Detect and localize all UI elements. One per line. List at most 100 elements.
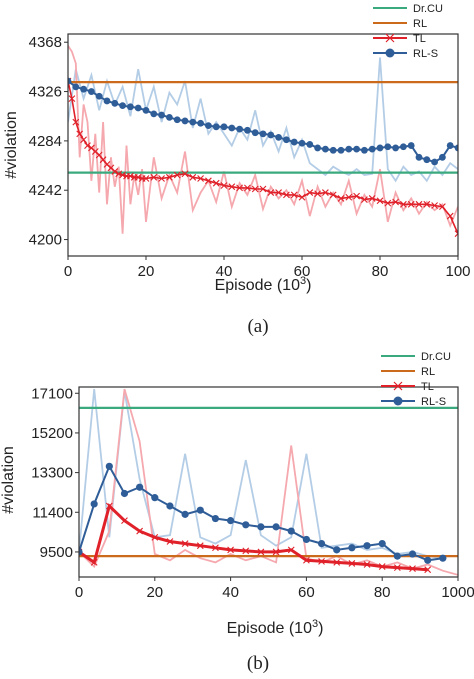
chart-b-tl-point: [287, 546, 295, 554]
chart-b-frame: [78, 386, 459, 578]
chart-b-tl-point: [121, 517, 128, 525]
chart-a-rls-point: [290, 138, 298, 146]
chart-a-tl-point: [236, 184, 243, 192]
chart-a-rls-point: [220, 123, 228, 131]
chart-b-rls-point: [136, 483, 144, 491]
chart-b-rls-point: [424, 556, 432, 564]
chart-a-rls-point: [329, 146, 337, 154]
chart-a-rls-point: [119, 102, 126, 110]
chart-a-rls-point: [384, 143, 392, 151]
chart-b-xtick-label: 1000: [441, 584, 474, 601]
chart-a-rls-point: [244, 126, 251, 134]
chart-a-rls-point: [181, 117, 189, 125]
chart-b-rls-point: [242, 521, 250, 529]
chart-a-rls-point: [259, 130, 267, 138]
chart-a-rls-point: [80, 85, 87, 93]
chart-a-tl-point: [134, 173, 142, 181]
chart-a-tl-point: [197, 175, 204, 182]
chart-a-rls-point: [415, 153, 423, 161]
chart-a-tl-point: [119, 171, 126, 179]
chart-a-rls-point: [189, 118, 197, 126]
chart-b-rls-point: [302, 535, 310, 544]
chart-b-legend: Dr.CU RL TL RL-S: [381, 351, 451, 408]
chart-a-tl-point: [68, 95, 76, 102]
chart-a-rls-point: [423, 156, 431, 164]
chart-a-ylabel: #violation: [3, 111, 20, 179]
chart-a-tl-point: [220, 182, 228, 189]
chart-a-rls-point: [72, 83, 80, 91]
chart-a-tl-point: [298, 193, 306, 201]
chart-a-tl-point: [99, 156, 107, 164]
chart-b-tl-point: [257, 548, 265, 556]
chart-a-rls-point: [400, 143, 407, 151]
chart-b-rls-point: [439, 554, 447, 562]
chart-a-tl-point: [431, 202, 438, 209]
chart-a-ytick-label: 4284: [29, 133, 62, 150]
chart-b-legend-label: Dr.CU: [421, 351, 451, 363]
chart-b-xtick-label: 40: [222, 584, 239, 601]
chart-b-tl-point: [227, 546, 234, 554]
chart-a-rls-point: [173, 116, 181, 124]
chart-b-rls-point: [79, 548, 83, 556]
chart-a-tl-point: [251, 185, 259, 193]
chart-a-tl-point: [306, 189, 314, 196]
chart-b-tl-point: [181, 540, 189, 547]
chart-b-series-rls-raw: [79, 389, 443, 560]
chart-a: 0 20 40 60 80 100 4200 4242 4284 4326 4368 #violat…: [3, 3, 471, 337]
chart-b-tl-point: [348, 560, 356, 567]
chart-a-tl-point: [314, 190, 321, 198]
chart-b-tl-point: [196, 542, 204, 550]
chart-b-legend-marker: [393, 381, 403, 391]
chart-b-ytick-label: 9500: [40, 544, 73, 561]
chart-b-rls-point: [151, 494, 159, 502]
chart-a-tl-point: [283, 191, 290, 199]
chart-a-ytick-label: 4368: [29, 34, 62, 51]
chart-a-rls-point: [345, 145, 353, 153]
chart-a-tl-point: [212, 179, 220, 187]
chart-b-tl-point: [424, 566, 432, 574]
chart-b-rls-point: [211, 514, 220, 523]
chart-b-rls-point: [120, 489, 129, 498]
chart-a-caption: (a): [247, 316, 268, 337]
chart-a-tl-point: [439, 203, 446, 211]
chart-a-tl-point: [337, 195, 345, 202]
chart-b-tl-point: [166, 538, 174, 545]
chart-b-rls-point: [257, 523, 265, 531]
chart-b-ytick-label: 15200: [31, 425, 73, 442]
chart-a-ytick-label: 4326: [29, 84, 62, 101]
chart-a-tl-point: [228, 183, 236, 191]
chart-a-tl-point: [72, 118, 80, 126]
chart-b-caption: (b): [247, 653, 269, 674]
chart-a-rls-point: [205, 122, 212, 130]
chart-b-rls-point: [333, 546, 341, 554]
chart-a-legend: Dr.CU RL TL RL-S: [373, 3, 443, 60]
chart-b-rls-point: [166, 502, 174, 510]
chart-a-tl-point: [115, 170, 123, 178]
chart-b-tl-point: [212, 544, 219, 552]
chart-a-rls-point: [275, 133, 282, 141]
chart-b-legend-marker: [393, 396, 403, 406]
chart-a-rls-point: [283, 136, 290, 144]
chart-a-ytick-label: 4242: [29, 182, 62, 199]
chart-a-rls-point: [158, 111, 166, 119]
chart-b: 0 20 40 60 80 1000 9500 11400 13300 15200 17100 #v…: [0, 351, 474, 674]
chart-b-rls-point: [272, 523, 280, 531]
chart-b-rls-point: [408, 550, 417, 558]
chart-b-xtick-label: 80: [374, 584, 391, 601]
chart-a-rls-point: [251, 129, 259, 137]
chart-a-legend-marker: [385, 33, 395, 43]
chart-a-tl-point: [244, 184, 251, 192]
chart-a-tl-point: [205, 177, 212, 185]
chart-a-series-tl-raw: [68, 45, 458, 234]
chart-b-tl-point: [363, 561, 371, 568]
chart-a-tl-point: [166, 173, 173, 181]
chart-a-rls-point: [197, 119, 205, 127]
chart-a-rls-point: [150, 110, 158, 118]
chart-b-legend-label: TL: [421, 381, 434, 393]
chart-a-rls-point: [361, 146, 368, 154]
chart-a-rls-point: [166, 113, 173, 121]
chart-a-rls-point: [439, 153, 446, 161]
chart-a-rls-point: [446, 142, 454, 149]
chart-a-tl-point: [80, 136, 87, 144]
